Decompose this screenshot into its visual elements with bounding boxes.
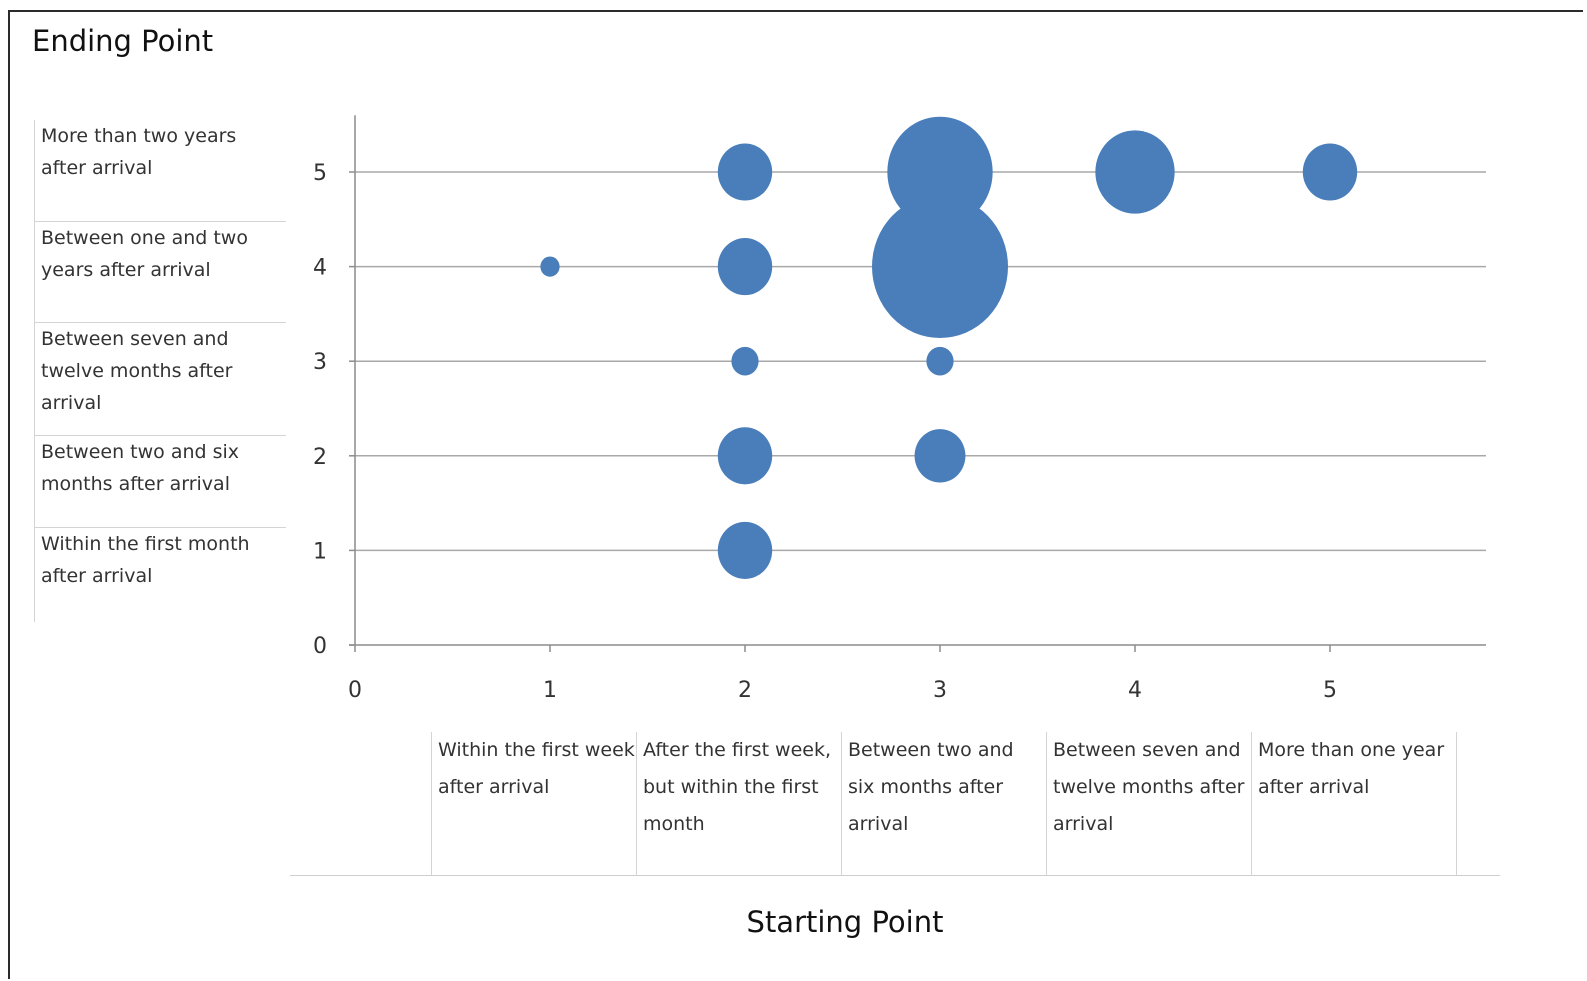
chart-frame [8,10,1583,979]
y-category-label: Between one and two years after arrival [34,222,286,323]
bubble-3-4 [872,195,1008,338]
y-tick-label-1: 1 [313,539,327,564]
y-tick-label-5: 5 [313,161,327,186]
x-category-label: After the first week, but within the fir… [636,732,841,876]
y-axis-title: Ending Point [32,24,214,58]
x-category-label: Between seven and twelve months after ar… [1046,732,1251,876]
y-tick-label-3: 3 [313,350,327,375]
y-category-label: Between seven and twelve months after ar… [34,323,286,436]
bubble-3-5 [887,116,993,228]
x-tick-label-4: 4 [1128,678,1142,703]
x-tick-label-1: 1 [543,678,557,703]
x-tick-label-0: 0 [348,678,362,703]
bubble-5-5 [1302,143,1358,201]
bubble-2-3 [731,346,759,376]
x-category-label: Within the first week after arrival [431,732,636,876]
x-category-table-bottom [290,875,1500,876]
bubble-2-2 [717,427,773,485]
bubble-3-2 [914,429,966,483]
bubble-1-4 [540,256,560,277]
x-tick-label-5: 5 [1323,678,1337,703]
x-tick-label-3: 3 [933,678,947,703]
bubble-4-5 [1095,130,1175,214]
y-category-label: Between two and six months after arrival [34,436,286,528]
y-tick-label-2: 2 [313,445,327,470]
bubble-3-3 [926,346,954,376]
x-axis-title: Starting Point [746,905,944,939]
y-category-label: Within the first month after arrival [34,528,286,622]
x-category-label: Between two and six months after arrival [841,732,1046,876]
bubble-2-1 [717,521,773,579]
x-tick-label-2: 2 [738,678,752,703]
y-tick-label-4: 4 [313,256,327,281]
bubble-2-4 [717,238,773,296]
y-tick-label-0: 0 [313,634,327,659]
bubble-2-5 [717,143,773,201]
y-category-label: More than two years after arrival [34,120,286,222]
x-category-table-edge [1456,732,1457,876]
x-category-label: More than one year after arrival [1251,732,1456,876]
